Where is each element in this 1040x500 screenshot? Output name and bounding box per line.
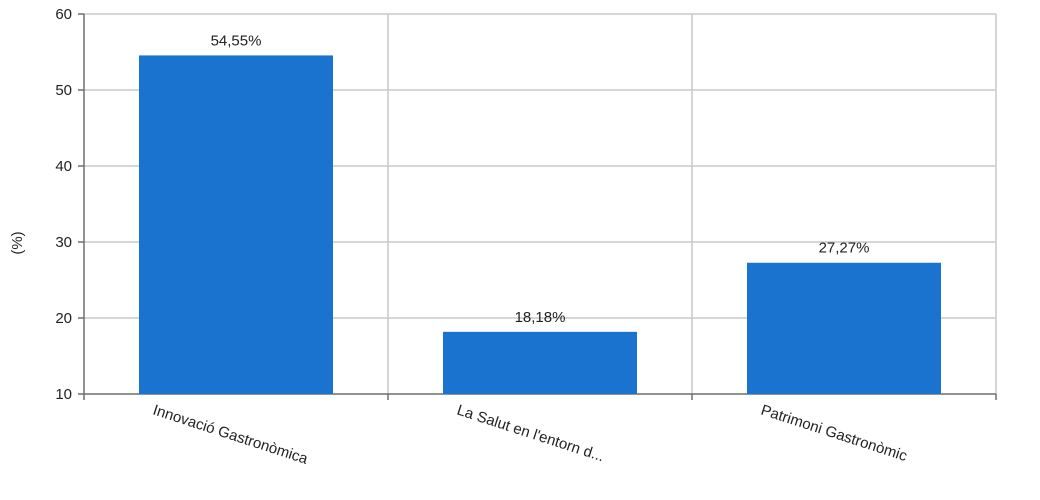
data-label: 27,27% [819, 240, 870, 257]
x-category-label: La Salut en l'entorn d... [455, 402, 607, 466]
data-label: 18,18% [515, 309, 566, 326]
y-tick-label: 40 [55, 158, 72, 175]
y-tick-label: 10 [55, 386, 72, 403]
bar [443, 331, 637, 394]
y-tick-label: 20 [55, 310, 72, 327]
bar [139, 55, 333, 395]
y-axis-title: (%) [9, 231, 26, 254]
x-category-label: Patrimoni Gastronòmic [759, 402, 910, 465]
y-tick-label: 30 [55, 234, 72, 251]
y-tick-label: 50 [55, 82, 72, 99]
x-category-label: Innovació Gastronòmica [151, 402, 311, 468]
data-label: 54,55% [211, 32, 262, 49]
y-tick-label: 60 [55, 6, 72, 23]
bar [747, 262, 941, 394]
bars-layer [139, 55, 941, 395]
